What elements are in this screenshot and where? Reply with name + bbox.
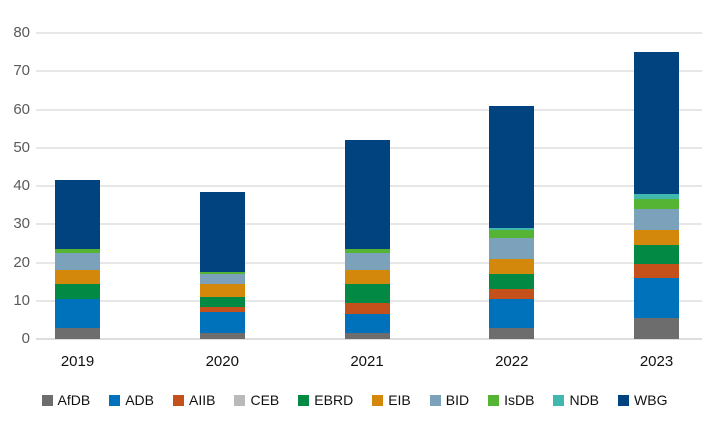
- legend-item-ceb: CEB: [234, 392, 279, 408]
- x-axis-label-2022: 2022: [495, 353, 529, 370]
- legend-swatch-icon: [234, 394, 246, 406]
- bar-segment-isdb-2019: [55, 249, 100, 253]
- bar-group-2023: [634, 52, 679, 339]
- bar-segment-bid-2022: [489, 237, 535, 259]
- bar-segment-adb-2023: [634, 277, 679, 318]
- bar-segment-adb-2022: [489, 298, 535, 328]
- bar-segment-aiib-2023: [634, 264, 679, 278]
- bar-segment-ebrd-2023: [634, 245, 679, 265]
- bar-segment-eib-2020: [199, 283, 245, 297]
- x-axis-label-2020: 2020: [205, 353, 239, 370]
- legend-item-adb: ADB: [109, 392, 154, 408]
- legend-item-ebrd: EBRD: [298, 392, 353, 408]
- bar-segment-bid-2023: [634, 208, 679, 231]
- bar-segment-eib-2023: [634, 230, 679, 246]
- bar-segment-wbg-2019: [55, 180, 100, 250]
- legend-item-bid: BID: [429, 392, 470, 408]
- bar-segment-eib-2022: [489, 258, 535, 274]
- x-axis-label-2023: 2023: [639, 353, 674, 370]
- bar-segment-bid-2020: [199, 274, 245, 284]
- bar-segment-ebrd-2021: [344, 283, 390, 303]
- legend-swatch-icon: [173, 394, 185, 406]
- bar-group-2019: [55, 180, 100, 339]
- bar-segment-wbg-2021: [344, 140, 390, 250]
- y-axis-tick-label: 30: [13, 215, 30, 233]
- legend-swatch-icon: [488, 394, 500, 406]
- bar-segment-afdb-2019: [55, 327, 100, 339]
- y-axis-tick-label: 20: [13, 253, 30, 271]
- bar-segment-ebrd-2020: [199, 296, 245, 307]
- gridline-y-0: [36, 338, 702, 340]
- bar-segment-isdb-2021: [344, 249, 390, 253]
- bar-group-2021: [344, 140, 390, 339]
- bar-segment-ndb-2023: [634, 193, 679, 200]
- bar-segment-wbg-2020: [199, 191, 245, 273]
- gridline-y-80: [36, 32, 702, 34]
- legend-item-afdb: AfDB: [41, 392, 91, 408]
- bar-group-2022: [489, 105, 535, 339]
- legend-label: BID: [445, 392, 470, 408]
- legend-label: CEB: [250, 392, 280, 408]
- bar-segment-ebrd-2019: [55, 283, 100, 299]
- bar-segment-ebrd-2022: [489, 273, 535, 290]
- bar-segment-bid-2021: [344, 252, 390, 271]
- legend: AfDB ADB AIIB CEB EBRD EIB BID IsDB NDB WBG: [0, 392, 709, 408]
- legend-swatch-icon: [618, 394, 630, 406]
- bar-segment-eib-2021: [344, 270, 390, 284]
- legend-label: EIB: [388, 392, 411, 408]
- legend-item-ndb: NDB: [553, 392, 599, 408]
- legend-item-isdb: IsDB: [488, 392, 534, 408]
- legend-swatch-icon: [298, 394, 310, 406]
- bar-segment-wbg-2022: [489, 105, 535, 229]
- legend-item-eib: EIB: [372, 392, 411, 408]
- bar-segment-ndb-2022: [489, 228, 535, 231]
- legend-label: AIIB: [189, 392, 216, 408]
- bar-segment-bid-2019: [55, 252, 100, 271]
- bar-segment-isdb-2020: [199, 272, 245, 274]
- legend-item-wbg: WBG: [618, 392, 667, 408]
- gridline-y-70: [36, 70, 702, 73]
- bar-segment-afdb-2021: [344, 333, 390, 339]
- bar-segment-adb-2021: [344, 314, 390, 334]
- bar-segment-afdb-2020: [199, 333, 245, 339]
- legend-swatch-icon: [41, 394, 53, 406]
- bar-group-2020: [199, 191, 245, 339]
- bar-segment-aiib-2020: [199, 306, 245, 313]
- x-axis-label-2019: 2019: [60, 353, 95, 370]
- bar-segment-wbg-2023: [634, 52, 679, 194]
- legend-label: WBG: [634, 392, 668, 408]
- bar-segment-aiib-2022: [489, 289, 535, 299]
- bar-segment-isdb-2023: [634, 199, 679, 209]
- legend-swatch-icon: [429, 394, 441, 406]
- bar-segment-eib-2019: [55, 270, 100, 284]
- bar-segment-afdb-2022: [489, 327, 535, 339]
- legend-swatch-icon: [109, 394, 121, 406]
- bar-segment-aiib-2021: [344, 302, 390, 315]
- legend-swatch-icon: [372, 394, 384, 406]
- bar-segment-isdb-2022: [489, 230, 535, 238]
- legend-label: EBRD: [314, 392, 354, 408]
- bar-segment-adb-2020: [199, 312, 245, 334]
- bar-segment-adb-2019: [55, 298, 100, 328]
- gridline-y-60: [36, 108, 702, 111]
- y-axis-tick-label: 70: [13, 62, 30, 80]
- y-axis-tick-label: 80: [13, 24, 30, 41]
- y-axis-tick-label: 50: [13, 138, 30, 156]
- legend-label: AfDB: [57, 392, 91, 408]
- legend-swatch-icon: [553, 394, 565, 406]
- bar-segment-afdb-2023: [634, 317, 679, 339]
- legend-label: NDB: [569, 392, 600, 408]
- y-axis-tick-label: 40: [13, 177, 30, 194]
- y-axis-tick-label: 0: [21, 330, 30, 347]
- y-axis-tick-label: 10: [13, 291, 30, 309]
- y-axis-tick-label: 60: [13, 100, 30, 118]
- x-axis-label-2021: 2021: [350, 353, 384, 370]
- legend-label: IsDB: [504, 392, 535, 408]
- legend-item-aiib: AIIB: [173, 392, 215, 408]
- legend-label: ADB: [125, 392, 155, 408]
